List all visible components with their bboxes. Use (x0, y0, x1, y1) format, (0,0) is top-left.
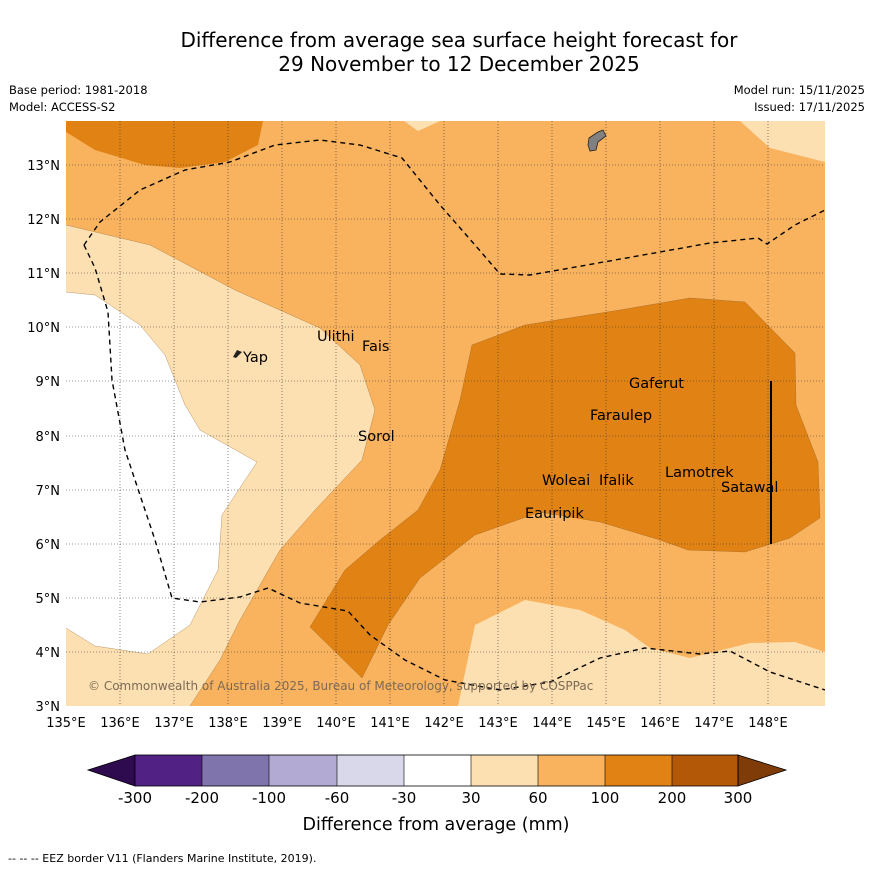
colorbar-cell (471, 755, 538, 786)
eez-border-north (83, 139, 825, 276)
model-name: Model: ACCESS-S2 (9, 100, 116, 114)
lon-label: 148°E (748, 716, 788, 731)
place-ulithi: Ulithi (317, 329, 355, 345)
lat-label: 6°N (36, 538, 61, 553)
colorbar-cell (269, 755, 337, 786)
lon-label: 147°E (694, 716, 734, 731)
band-100-200-nw (66, 121, 263, 168)
chart-title: Difference from average sea surface heig… (0, 28, 873, 76)
lat-label: 12°N (27, 213, 60, 228)
band-30-60-ne (740, 121, 825, 162)
lat-label: 4°N (36, 646, 61, 661)
guam-island (587, 129, 607, 152)
lon-label: 140°E (316, 716, 356, 731)
colorbar-tick: 300 (724, 789, 753, 807)
base-period: Base period: 1981-2018 (9, 83, 148, 97)
map-area (66, 121, 825, 706)
lon-label: 142°E (424, 716, 464, 731)
place-gaferut: Gaferut (629, 376, 684, 392)
lat-label: 9°N (36, 375, 61, 390)
lon-labels: 135°E 136°E 137°E 138°E 139°E 140°E 141°… (46, 716, 788, 731)
colorbar-tick: -60 (325, 789, 350, 807)
place-woleai: Woleai (542, 473, 590, 489)
grid-lines (66, 121, 825, 706)
lat-label: 8°N (36, 430, 61, 445)
lat-label: 3°N (36, 700, 61, 715)
lon-label: 136°E (100, 716, 140, 731)
lat-label: 7°N (36, 484, 61, 499)
colorbar-tick: -200 (185, 789, 219, 807)
title-line-2: 29 November to 12 December 2025 (278, 52, 640, 76)
lon-label: 135°E (46, 716, 86, 731)
place-faraulep: Faraulep (590, 408, 652, 424)
lat-label: 13°N (27, 159, 60, 174)
title-line-1: Difference from average sea surface heig… (180, 28, 738, 52)
colorbar-tick: 100 (591, 789, 620, 807)
lon-label: 144°E (532, 716, 572, 731)
lon-label: 141°E (370, 716, 410, 731)
band-30-60-top (404, 121, 440, 131)
model-run: Model run: 15/11/2025 (733, 83, 865, 97)
colorbar-extend-high (737, 754, 788, 787)
colorbar-tick: -30 (392, 789, 417, 807)
colorbar (86, 754, 788, 787)
place-satawal: Satawal (721, 480, 778, 496)
meta-left: Base period: 1981-2018 Model: ACCESS-S2 (9, 82, 148, 116)
colorbar-cell (135, 755, 202, 786)
colorbar-tick: 60 (528, 789, 547, 807)
lat-labels: 13°N 12°N 11°N 10°N 9°N 8°N 7°N 6°N 5°N … (27, 159, 60, 715)
eez-border-south (83, 244, 825, 691)
colorbar-extend-low (86, 754, 136, 787)
lat-label: 10°N (27, 321, 60, 336)
lon-label: 146°E (640, 716, 680, 731)
lon-label: 137°E (154, 716, 194, 731)
lon-label: 138°E (208, 716, 248, 731)
place-ifalik: Ifalik (599, 473, 634, 489)
colorbar-tick: 30 (461, 789, 480, 807)
meta-right: Model run: 15/11/2025 Issued: 17/11/2025 (734, 82, 865, 116)
colorbar-ticks: -300 -200 -100 -60 -30 30 60 100 200 300 (118, 789, 752, 807)
colorbar-cell (672, 755, 738, 786)
lat-label: 5°N (36, 592, 61, 607)
lon-label: 143°E (478, 716, 518, 731)
lon-label: 139°E (262, 716, 302, 731)
colorbar-tick: -300 (118, 789, 152, 807)
yap-island (233, 350, 242, 358)
colorbar-cell (404, 755, 471, 786)
colorbar-tick: -100 (252, 789, 286, 807)
lon-label: 145°E (586, 716, 626, 731)
place-fais: Fais (362, 339, 389, 355)
colorbar-cell (538, 755, 605, 786)
place-sorol: Sorol (358, 429, 395, 445)
place-labels: Yap Ulithi Fais Sorol Gaferut Faraulep W… (242, 329, 778, 522)
band-30-60-south (458, 600, 825, 706)
colorbar-cell (202, 755, 269, 786)
band-neutral (66, 292, 257, 654)
place-yap: Yap (242, 350, 268, 366)
lat-label: 11°N (27, 267, 60, 282)
copyright-text: © Commonwealth of Australia 2025, Bureau… (88, 679, 593, 693)
issued-date: Issued: 17/11/2025 (754, 100, 865, 114)
colorbar-cell (605, 755, 672, 786)
band-100-200-main (310, 298, 820, 678)
place-eauripik: Eauripik (525, 506, 584, 522)
eez-footnote: -- -- -- EEZ border V11 (Flanders Marine… (8, 852, 317, 865)
colorbar-label: Difference from average (mm) (302, 815, 569, 835)
colorbar-cell (337, 755, 404, 786)
place-lamotrek: Lamotrek (665, 465, 734, 481)
colorbar-tick: 200 (658, 789, 687, 807)
